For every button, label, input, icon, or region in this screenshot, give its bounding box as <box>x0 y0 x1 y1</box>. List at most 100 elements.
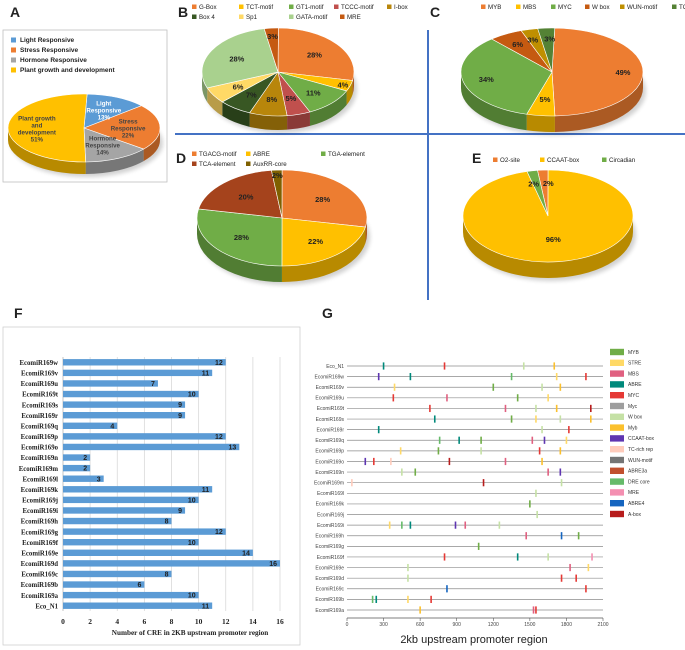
bar-f-value-label-ecomir169q: 4 <box>110 423 114 430</box>
map-g-mark-abre <box>433 415 436 423</box>
map-g-mark-w-box <box>559 415 562 423</box>
map-g-mark-myb <box>555 404 558 413</box>
bar-f-bar-ecomir169e <box>63 549 253 556</box>
pie-d-slice-tga-element <box>196 208 283 267</box>
map-g-mark-stre <box>547 394 549 402</box>
bar-f-bar-ecomir169v <box>63 369 213 377</box>
bar-f-bar-ecomir169p <box>63 433 226 440</box>
map-g-mark-mbs <box>532 606 535 614</box>
bar-f-value-label-ecomir169k: 11 <box>202 487 210 494</box>
bar-f-category-label-ecomir169g: EcomiR169g <box>21 529 59 536</box>
bar-f-value-label-ecomir169h: 8 <box>165 519 169 526</box>
panel-c: MYB MBS MYC W box WUN-motif TC-rich repeats 49… <box>460 4 685 135</box>
map-g-mark-myb <box>480 436 482 444</box>
map-g-row-label-ecomir169q: EcomiR169q <box>315 438 344 444</box>
bar-f-category-label-ecomir169a: EcomiR169a <box>21 593 59 600</box>
pie-b-legend-swatch-i-box <box>387 4 392 9</box>
bar-f-bar-ecomir169j <box>63 496 199 504</box>
pie-a-slice-stress-responsive <box>83 105 161 150</box>
map-g-row-label-ecomir169c: EcomiR169c <box>316 587 345 593</box>
bar-f-category-label-ecomir169w: EcomiR169w <box>19 360 58 367</box>
bar-f-category-label-ecomir169t: EcomiR169t <box>22 392 59 399</box>
bar-f-xtick-label: 6 <box>143 617 147 626</box>
pie-b-label-sp1: 6% <box>233 82 244 91</box>
pie-d-slice-tgacg-motif <box>281 169 368 228</box>
pie-a-label-stress-responsive: Stress Responsive 22% <box>111 119 146 140</box>
bar-f-category-label-ecomir169c: EcomiR169c <box>21 572 58 579</box>
bar-f-category-label-ecomir169f: EcomiR169f <box>22 540 59 547</box>
bar-f-bar-eco-n1 <box>63 602 213 609</box>
pie-a-label-light-responsive: Light Responsive 13% <box>86 101 121 122</box>
pie-d-legend-label-abre: ABRE <box>253 151 270 158</box>
bar-f-value-label-ecomir169g: 12 <box>215 529 223 536</box>
bar-f-value-label-ecomir169e: 14 <box>242 550 250 557</box>
bar-f-category-label-ecomir169u: EcomiR169u <box>21 381 59 388</box>
bar-f-bar-ecomir169d <box>63 560 280 567</box>
bar-f-xtick-label: 16 <box>276 617 284 626</box>
map-g-row-label-ecomir169j: EcomiR169j <box>317 512 344 518</box>
bar-f-category-label-ecomir169i: EcomiR169i <box>23 508 59 515</box>
pie-c-legend-swatch-myb <box>481 4 486 9</box>
map-g-mark-w-box <box>541 383 543 391</box>
bar-f-bar-ecomir169n <box>63 454 91 461</box>
map-g-row-label-ecomir169a: EcomiR169a <box>315 608 344 614</box>
bar-f-xtick-label: 14 <box>249 617 257 626</box>
pie-c-side-myc <box>461 72 527 131</box>
pie-c-slice-myb <box>551 27 644 117</box>
pie-e-slice-circadian <box>526 170 549 217</box>
map-g-mark-myc <box>538 447 541 455</box>
map-g-legend-swatch-wun-motif <box>610 456 624 464</box>
pie-a-slice-plant-growth-and-development <box>7 93 88 163</box>
bar-f-bar-ecomir169i <box>63 507 186 514</box>
bar-f-value-label-ecomir169t: 10 <box>188 392 196 399</box>
map-g-legend-swatch-abre <box>610 381 624 388</box>
bar-f-xtick-label: 8 <box>170 617 174 626</box>
map-g-mark-mbs <box>569 563 571 572</box>
map-g-row-label-ecomir169d: EcomiR169d <box>315 576 344 582</box>
pie-c-legend-label-mbs: MBS <box>523 4 536 11</box>
map-g-mark-a-box <box>448 457 451 466</box>
map-g-legend-label-w-box: W box <box>628 415 643 421</box>
pie-d-label-abre: 22% <box>308 237 323 246</box>
map-g-mark-dre-core <box>401 521 403 529</box>
bar-f-xtick-label: 2 <box>88 617 92 626</box>
pie-a-label-plant-growth-and-development: Plant growth and development 51% <box>18 115 56 143</box>
pie-a-legend-swatch-plant-growth-and-development <box>11 67 16 73</box>
panel-letter-e: E <box>472 150 481 166</box>
map-g-xtick-label: 1200 <box>488 622 499 628</box>
bar-f-xtick-label: 0 <box>61 617 65 626</box>
map-g-mark-stre <box>393 383 396 391</box>
pie-c-legend-label-myb: MYB <box>488 4 501 11</box>
map-g-row-label-ecomir169b: EcomiR169b <box>315 597 344 603</box>
map-g-legend-swatch-abre3a <box>610 467 624 474</box>
panel-letter-c: C <box>430 4 440 20</box>
map-g-mark-abre <box>409 373 412 381</box>
bar-f-bar-ecomir169a <box>63 591 199 599</box>
map-g-mark-myc <box>430 595 432 603</box>
pie-a-legend-label-plant-growth-and-development: Plant growth and development <box>20 67 115 74</box>
bar-f-x-axis-title: Number of CRE in 2KB upstream promoter r… <box>112 629 268 637</box>
pie-b-label-gata-motif: 28% <box>229 55 244 64</box>
map-g-mark-myc <box>373 457 375 466</box>
bar-f-category-label-ecomir169k: EcomiR169k <box>21 487 59 494</box>
pie-b-side-gata-motif <box>202 72 208 102</box>
map-g-mark-stre <box>399 447 402 455</box>
map-g-mark-mbs <box>531 436 534 444</box>
bar-f-category-label-ecomir169o: EcomiR169o <box>21 445 59 452</box>
map-g-legend-label-dre-core: DRE core <box>628 479 650 485</box>
bar-f-category-label-ecomir169n: EcomiR169n <box>21 455 59 462</box>
map-g-mark-mbs <box>504 404 507 413</box>
pie-c-legend-swatch-w-box <box>585 4 590 9</box>
map-g-mark-myb <box>492 383 495 391</box>
pie-b-legend-label-mre: MRE <box>347 14 361 21</box>
panel-f-bar-chart: 0 2 4 6 8 10 12 14 16 EcomiR169w 12 EcomiR169v 11 Eco… <box>19 357 284 637</box>
pie-b-label-i-box: 8% <box>266 95 277 104</box>
map-g-mark-stre <box>388 521 391 529</box>
bar-f-category-label-ecomir169d: EcomiR169d <box>21 561 59 568</box>
bar-f-value-label-ecomir169f: 10 <box>188 540 196 547</box>
pie-a-slice-hormone-responsive <box>83 127 145 163</box>
bar-f-xtick-label: 12 <box>222 617 230 626</box>
pie-c-label-w-box: 6% <box>512 40 523 49</box>
pie-b-legend-label-g-box: G-Box <box>199 4 217 11</box>
map-g-mark-myc <box>443 553 446 561</box>
